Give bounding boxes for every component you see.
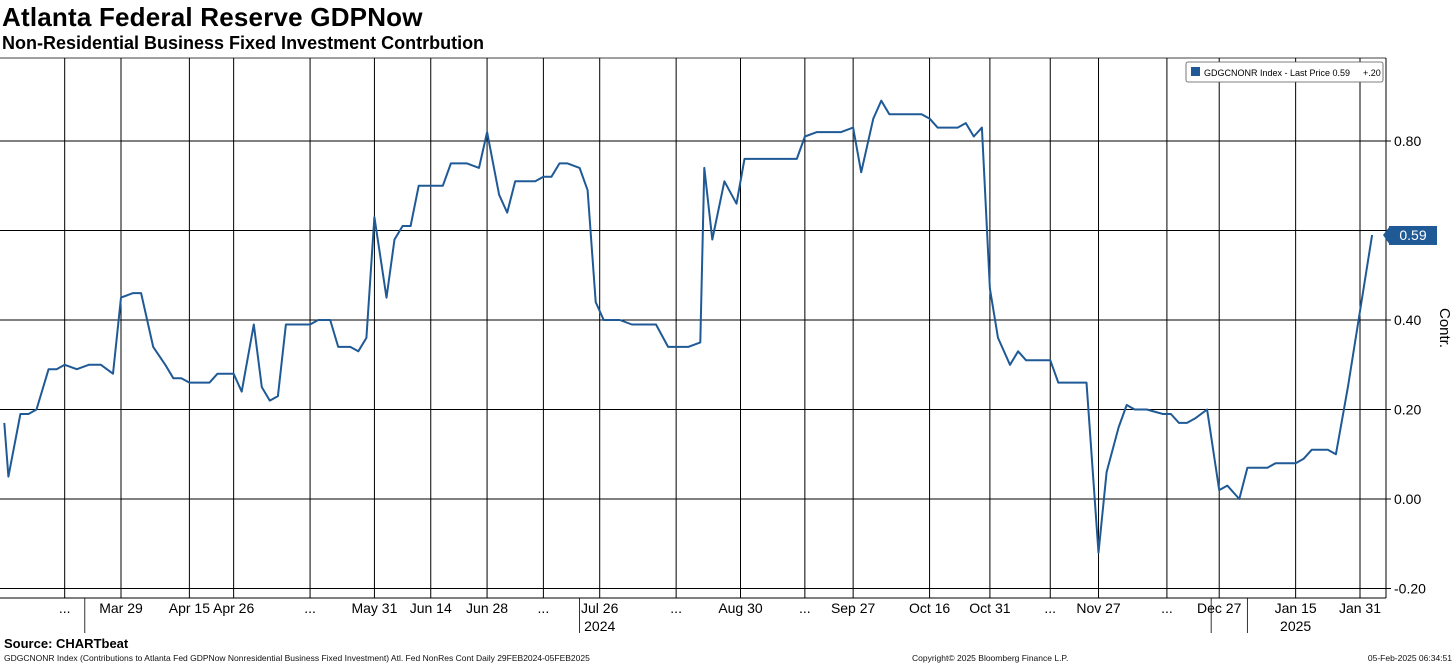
series-line bbox=[3, 99, 1374, 554]
x-tick-label: Jul 26 bbox=[581, 600, 619, 616]
x-tick-label: ... bbox=[538, 600, 550, 616]
x-tick-label: Jun 14 bbox=[410, 600, 452, 616]
x-tick-label: ... bbox=[670, 600, 682, 616]
x-tick-label: ... bbox=[59, 600, 71, 616]
timestamp-text: 05-Feb-2025 06:34:51 bbox=[1367, 653, 1452, 663]
y-tick-label: 0.00 bbox=[1394, 491, 1421, 507]
copyright-text: Copyright© 2025 Bloomberg Finance L.P. bbox=[912, 653, 1069, 663]
x-tick-label: ... bbox=[1044, 600, 1056, 616]
x-tick-label: Sep 27 bbox=[831, 600, 876, 616]
year-label: 2025 bbox=[1280, 618, 1311, 634]
x-tick-label: Jan 31 bbox=[1339, 600, 1381, 616]
x-tick-label: Apr 26 bbox=[213, 600, 254, 616]
last-value-pointer bbox=[1383, 225, 1390, 245]
legend-box bbox=[1185, 61, 1384, 83]
y-tick-label: 0.80 bbox=[1394, 133, 1421, 149]
source-label: Source: CHARTbeat bbox=[4, 636, 129, 651]
x-tick-label: Oct 31 bbox=[969, 600, 1010, 616]
y-tick-label: 0.20 bbox=[1394, 402, 1421, 418]
y-tick-label: 0.40 bbox=[1394, 312, 1421, 328]
series-description: GDGCNONR Index (Contributions to Atlanta… bbox=[4, 653, 590, 663]
last-value-text: 0.59 bbox=[1399, 227, 1426, 243]
x-tick-label: May 31 bbox=[351, 600, 397, 616]
legend-label: GDGCNONR Index - Last Price 0.59 bbox=[1204, 68, 1350, 78]
y-axis-label: Contr. bbox=[1436, 308, 1453, 348]
y-tick-label: -0.20 bbox=[1394, 581, 1426, 597]
x-tick-label: Jun 28 bbox=[466, 600, 508, 616]
year-label: 2024 bbox=[584, 618, 615, 634]
x-tick-label: ... bbox=[304, 600, 316, 616]
x-tick-label: Aug 30 bbox=[718, 600, 763, 616]
x-tick-label: Oct 16 bbox=[909, 600, 950, 616]
chart-title: Atlanta Federal Reserve GDPNow bbox=[2, 2, 423, 32]
x-tick-label: Apr 15 bbox=[169, 600, 210, 616]
chart-subtitle: Non-Residential Business Fixed Investmen… bbox=[2, 33, 485, 53]
legend-swatch bbox=[1191, 67, 1200, 76]
legend-extra: +.20 bbox=[1363, 68, 1381, 78]
x-tick-label: ... bbox=[1161, 600, 1173, 616]
last-value-badge bbox=[1389, 225, 1437, 245]
x-tick-label: ... bbox=[799, 600, 811, 616]
x-tick-label: Mar 29 bbox=[99, 600, 143, 616]
x-tick-label: Nov 27 bbox=[1076, 600, 1121, 616]
x-tick-label: Jan 15 bbox=[1275, 600, 1317, 616]
x-tick-label: Dec 27 bbox=[1197, 600, 1242, 616]
